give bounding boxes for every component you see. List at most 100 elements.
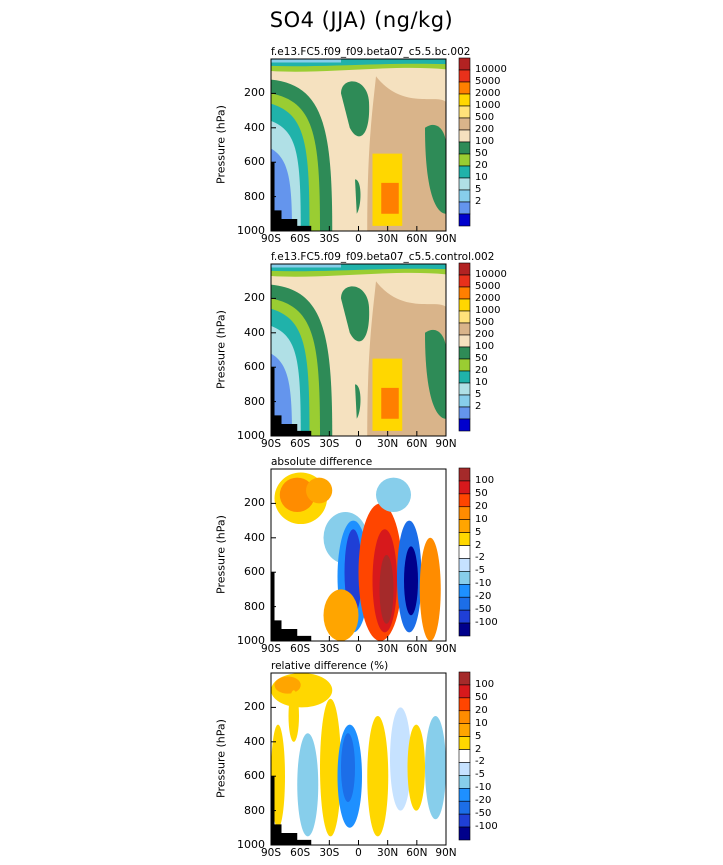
colorbar-swatch bbox=[458, 189, 471, 203]
colorbar-swatch bbox=[458, 697, 471, 712]
colorbar-label: 500 bbox=[475, 112, 495, 123]
colorbar-label: 5 bbox=[475, 526, 482, 538]
colorbar-swatch bbox=[458, 165, 471, 179]
colorbar-swatch bbox=[458, 129, 471, 143]
colorbar-swatch bbox=[458, 201, 471, 215]
colorbar-label: 10 bbox=[475, 717, 488, 729]
colorbar-label: 20 bbox=[475, 365, 488, 376]
colorbar-swatch bbox=[458, 762, 471, 776]
colorbar bbox=[458, 262, 471, 432]
colorbar-swatch bbox=[458, 334, 471, 348]
colorbar-swatch bbox=[458, 105, 471, 119]
colorbar-label: 2000 bbox=[475, 293, 501, 304]
colorbar-swatch bbox=[458, 480, 471, 495]
topography-mask bbox=[271, 776, 312, 845]
y-tick-label: 1000 bbox=[237, 838, 265, 851]
y-tick-label: 600 bbox=[244, 769, 265, 783]
y-tick-label: 600 bbox=[244, 155, 265, 169]
x-tick-label: 0 bbox=[355, 847, 362, 859]
colorbar-swatch bbox=[458, 788, 471, 802]
colorbar-swatch bbox=[458, 370, 471, 384]
topography-mask bbox=[271, 572, 312, 641]
x-tick-label: 90N bbox=[435, 643, 457, 655]
colorbar-label: 200 bbox=[475, 124, 495, 135]
colorbar-label: 5 bbox=[475, 389, 482, 400]
topography-mask bbox=[271, 162, 312, 231]
colorbar-swatch bbox=[458, 262, 471, 276]
colorbar-label: -2 bbox=[475, 552, 485, 564]
y-tick-label: 800 bbox=[244, 803, 265, 817]
colorbar-label: -100 bbox=[475, 821, 498, 833]
y-tick-label: 600 bbox=[244, 360, 265, 374]
colorbar-swatch bbox=[458, 418, 471, 432]
x-tick-label: 30N bbox=[377, 847, 399, 859]
colorbar-label: -20 bbox=[475, 795, 492, 807]
x-tick-label: 60S bbox=[290, 847, 311, 859]
y-tick-label: 1000 bbox=[237, 429, 265, 442]
colorbar-swatch bbox=[458, 93, 471, 107]
y-axis-label: Pressure (hPa) bbox=[214, 310, 228, 389]
colorbar-swatch bbox=[458, 394, 471, 408]
colorbar-swatch bbox=[458, 571, 471, 585]
y-axis-label: Pressure (hPa) bbox=[214, 105, 228, 184]
colorbar-swatch bbox=[458, 684, 471, 699]
panel-title: absolute difference bbox=[271, 456, 373, 468]
x-tick-label: 0 bbox=[355, 438, 362, 450]
colorbar-swatch bbox=[458, 153, 471, 167]
x-tick-label: 90N bbox=[435, 438, 457, 450]
y-tick-label: 800 bbox=[244, 394, 265, 408]
colorbar-swatch bbox=[458, 723, 471, 737]
colorbar-label: 200 bbox=[475, 329, 495, 340]
colorbar-label: -5 bbox=[475, 769, 485, 781]
colorbar-label: 10 bbox=[475, 172, 488, 183]
colorbar-swatch bbox=[458, 81, 471, 95]
colorbar-swatch bbox=[458, 346, 471, 360]
colorbar-label: 100 bbox=[475, 474, 495, 486]
colorbar bbox=[458, 57, 471, 227]
x-tick-label: 60N bbox=[406, 847, 428, 859]
colorbar-label: 100 bbox=[475, 136, 495, 147]
colorbar-swatch bbox=[458, 141, 471, 155]
colorbar-label: 500 bbox=[475, 317, 495, 328]
colorbar-label: 50 bbox=[475, 691, 488, 703]
panel-title: relative difference (%) bbox=[271, 660, 389, 672]
x-tick-label: 60S bbox=[290, 643, 311, 655]
x-tick-label: 60N bbox=[406, 438, 428, 450]
colorbar-swatch bbox=[458, 69, 471, 83]
y-axis-label: Pressure (hPa) bbox=[214, 719, 228, 798]
figure-title: SO4 (JJA) (ng/kg) bbox=[269, 8, 454, 32]
x-tick-label: 30S bbox=[319, 847, 340, 859]
colorbar-swatch bbox=[458, 736, 471, 750]
x-tick-label: 90S bbox=[260, 847, 282, 859]
x-tick-label: 90N bbox=[435, 233, 457, 245]
y-tick-label: 400 bbox=[244, 120, 265, 134]
colorbar-label: 20 bbox=[475, 160, 488, 171]
panel-title: f.e13.FC5.f09_f09.beta07_c5.5.control.00… bbox=[271, 251, 495, 263]
colorbar-label: 2 bbox=[475, 401, 482, 412]
colorbar-label: 1000 bbox=[475, 100, 501, 111]
colorbar-label: 100 bbox=[475, 341, 495, 352]
colorbar-swatch bbox=[458, 57, 471, 71]
colorbar-swatch bbox=[458, 596, 471, 611]
colorbar-swatch bbox=[458, 545, 471, 559]
colorbar-swatch bbox=[458, 813, 471, 828]
x-tick-label: 0 bbox=[355, 643, 362, 655]
y-tick-label: 400 bbox=[244, 325, 265, 339]
y-tick-label: 1000 bbox=[237, 224, 265, 237]
colorbar-swatch bbox=[458, 177, 471, 191]
colorbar-label: 100 bbox=[475, 678, 495, 690]
colorbar-swatch bbox=[458, 558, 471, 572]
colorbar-swatch bbox=[458, 584, 471, 598]
colorbar-swatch bbox=[458, 775, 471, 789]
x-tick-label: 90S bbox=[260, 643, 282, 655]
x-tick-label: 0 bbox=[355, 233, 362, 245]
colorbar-swatch bbox=[458, 358, 471, 372]
colorbar-label: -20 bbox=[475, 591, 492, 603]
plot-area bbox=[270, 58, 447, 232]
plot-area bbox=[270, 672, 447, 846]
y-tick-label: 200 bbox=[244, 700, 265, 714]
y-axis-label: Pressure (hPa) bbox=[214, 515, 228, 594]
y-tick-label: 800 bbox=[244, 599, 265, 613]
colorbar-label: 1000 bbox=[475, 305, 501, 316]
colorbar-swatch bbox=[458, 467, 471, 482]
